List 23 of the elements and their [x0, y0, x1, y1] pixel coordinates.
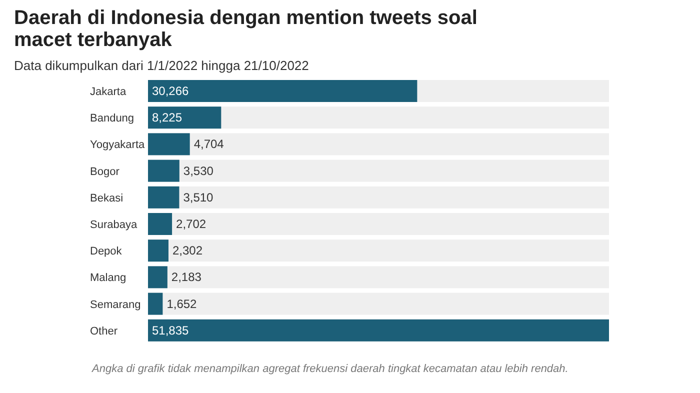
chart-title: Daerah di Indonesia dengan mention tweets soal macet terbanyak — [14, 7, 478, 51]
data-label: 2,702 — [176, 217, 206, 231]
data-label: 8,225 — [152, 110, 182, 125]
data-label: 2,302 — [172, 244, 203, 258]
y-tick-label: Bekasi — [90, 192, 124, 204]
y-tick-label: Malang — [90, 272, 126, 284]
y-tick-label: Semarang — [90, 298, 141, 311]
y-tick-label: Jakarta — [90, 86, 127, 98]
data-label: 3,530 — [183, 164, 214, 178]
y-tick-label: Surabaya — [90, 219, 138, 231]
chart-subtitle: Data dikumpulkan dari 1/1/2022 hingga 21/10/2022 — [14, 58, 309, 73]
y-tick-label: Depok — [90, 246, 122, 258]
data-label: 1,652 — [166, 296, 198, 311]
y-tick-label: Bandung — [90, 112, 134, 125]
data-label: 4,704 — [194, 137, 224, 152]
data-label: 2,183 — [171, 270, 202, 284]
data-label: 30,266 — [152, 84, 190, 98]
data-label: 3,510 — [183, 190, 214, 204]
y-tick-label: Other — [90, 325, 118, 338]
data-label: 51,835 — [152, 323, 190, 338]
text: Angka di grafik tidak menampilkan agregat frekuensi daerah tingkat kecamatan atau lebih rendah. — [91, 363, 568, 375]
y-tick-label: Yogyakarta — [90, 139, 146, 152]
y-tick-label: Bogor — [90, 166, 120, 178]
